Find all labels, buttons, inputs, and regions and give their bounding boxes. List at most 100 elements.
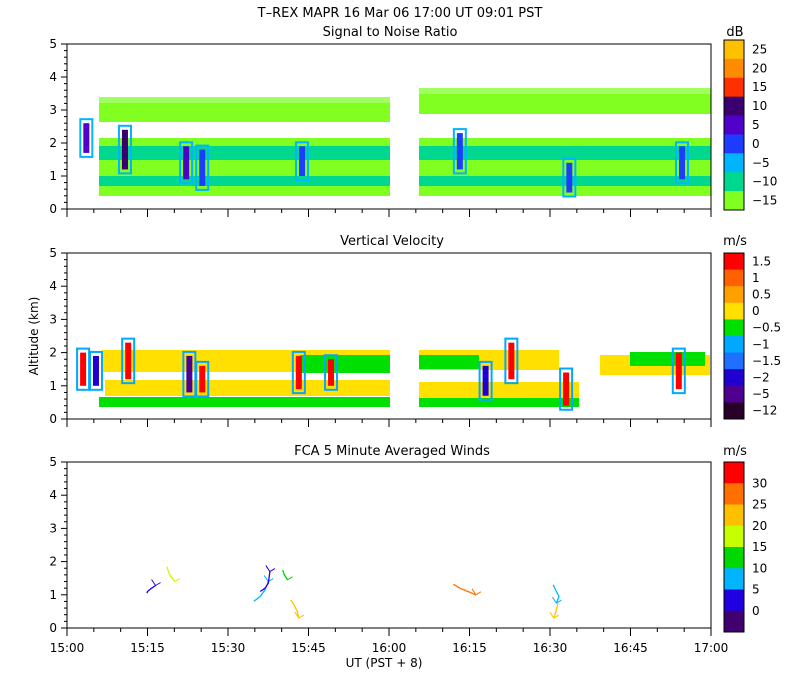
snr-feature-streak [679, 146, 686, 180]
winds-x-label: UT (PST + 8) [346, 656, 423, 670]
vv-colorbar-swatch [724, 286, 744, 304]
snr-colorbar-label: 10 [752, 99, 767, 113]
snr-colorbar-label: 5 [752, 118, 760, 132]
winds-colorbar-swatch [724, 525, 744, 548]
vv-y-tick-label: 2 [49, 346, 57, 360]
wind-barb [294, 611, 305, 619]
vv-feature-halo [559, 367, 574, 411]
winds-colorbar-swatch [724, 462, 744, 484]
vv-y-tick-label: 3 [49, 312, 57, 326]
vv-colorbar-swatch [724, 253, 744, 271]
winds-x-tick-label: 17:00 [694, 641, 729, 655]
snr-feature-streak [456, 133, 463, 170]
vv-feature-streak [295, 355, 302, 390]
snr-colorbar: 25 20 15 10 5 0 −5 −10 −15 [723, 39, 777, 211]
vv-band-base [99, 397, 390, 407]
snr-band-upper [99, 100, 390, 122]
vv-colorbar: 1.5 1 0.5 0 −0.5 −1 −1.5 −2 −5 −12 [723, 252, 781, 420]
snr-band-base [419, 186, 711, 196]
winds-colorbar-label: 0 [752, 604, 760, 618]
vv-colorbar-swatch [724, 269, 744, 287]
vv-feature-halo [324, 354, 339, 391]
winds-colorbar-swatch [724, 568, 744, 590]
wind-profile-line [290, 599, 300, 619]
vv-feature-halo [671, 347, 686, 395]
vv-feature-halo [504, 337, 519, 385]
snr-band-mid2 [419, 146, 711, 160]
winds-colorbar-label: 5 [752, 583, 760, 597]
vv-y-tick-label: 0 [49, 412, 57, 426]
vv-colorbar-swatch [724, 352, 744, 370]
vv-feature-halo [88, 350, 103, 391]
vv-feature-streak [186, 355, 193, 393]
winds-y-tick-label: 4 [49, 488, 57, 502]
snr-colorbar-swatch [724, 96, 744, 117]
winds-y-tick-label: 1 [49, 588, 57, 602]
winds-colorbar: 30 25 20 15 10 5 0 [723, 461, 767, 633]
snr-colorbar-swatch [724, 134, 744, 154]
winds-y-tick-label: 2 [49, 555, 57, 569]
winds-y-tick-label: 5 [49, 455, 57, 469]
winds-x-tick-label: 15:45 [291, 641, 326, 655]
snr-colorbar-swatch [724, 115, 744, 135]
vv-colorbar-swatch [724, 385, 744, 403]
snr-band-upper [419, 92, 711, 114]
snr-y-tick-label: 3 [49, 103, 57, 117]
vv-feature-streak [563, 372, 570, 406]
vv-feature-halo [291, 350, 306, 395]
vv-band-yellow [105, 380, 390, 396]
vv-colorbar-label: −2 [752, 371, 770, 385]
figure-title: T–REX MAPR 16 Mar 06 17:00 UT 09:01 PST [257, 6, 543, 21]
vv-feature-halo [478, 360, 493, 401]
snr-feature-halo [179, 141, 194, 185]
vv-y-tick-label: 1 [49, 379, 57, 393]
snr-colorbar-label: −10 [752, 175, 777, 189]
winds-x-tick-label: 16:15 [452, 641, 487, 655]
vv-colorbar-label: 1 [752, 271, 760, 285]
snr-feature-streak [199, 149, 206, 186]
snr-colorbar-label: 0 [752, 137, 760, 151]
snr-band-mid2 [99, 146, 390, 160]
snr-feature-layer [79, 118, 690, 198]
snr-colorbar-swatch [724, 153, 744, 173]
winds-x-axis: 15:00 15:15 15:30 15:45 16:00 16:15 16:30 16:45… [50, 628, 729, 655]
vv-y-label: Altitude (km) [27, 297, 41, 376]
snr-band-base [99, 186, 390, 196]
snr-panel: Signal to Noise Ratio 0 1 2 3 4 5 dB 25 20 15 10… [49, 25, 777, 217]
snr-colorbar-label: −15 [752, 194, 777, 208]
winds-y-tick-label: 0 [49, 621, 57, 635]
snr-title: Signal to Noise Ratio [323, 25, 458, 40]
winds-colorbar-swatch [724, 610, 744, 633]
snr-feature-halo [452, 128, 467, 175]
winds-colorbar-label: 15 [752, 540, 767, 554]
snr-y-tick-label: 1 [49, 169, 57, 183]
vv-feature-streak [80, 352, 87, 386]
winds-colorbar-swatch [724, 483, 744, 505]
winds-x-tick-label: 15:30 [211, 641, 246, 655]
vv-colorbar-label: 0 [752, 304, 760, 318]
winds-colorbar-label: 10 [752, 561, 767, 575]
vv-band-base [419, 397, 579, 407]
winds-x-tick-label: 15:00 [50, 641, 85, 655]
vv-band-yellow [419, 382, 579, 398]
snr-colorbar-swatch [724, 77, 744, 98]
vv-y-axis: 0 1 2 3 4 5 [49, 246, 67, 426]
snr-colorbar-swatch [724, 191, 744, 211]
snr-feature-halo [195, 144, 210, 191]
vv-feature-layer [76, 337, 686, 411]
snr-unit: dB [726, 25, 743, 40]
winds-y-tick-label: 3 [49, 521, 57, 535]
snr-colorbar-swatch [724, 172, 744, 192]
snr-field [79, 88, 711, 198]
winds-colorbar-swatch [724, 547, 744, 569]
wind-barb [170, 575, 181, 583]
vv-colorbar-label: 0.5 [752, 288, 771, 302]
vv-colorbar-swatch [724, 319, 744, 337]
snr-feature-streak [83, 123, 90, 153]
snr-feature-halo [117, 124, 132, 175]
snr-colorbar-frame [723, 39, 745, 211]
vv-feature-streak [199, 365, 206, 393]
vv-feature-streak [125, 342, 132, 380]
vv-colorbar-swatch [724, 369, 744, 387]
winds-x-tick-label: 16:00 [372, 641, 407, 655]
